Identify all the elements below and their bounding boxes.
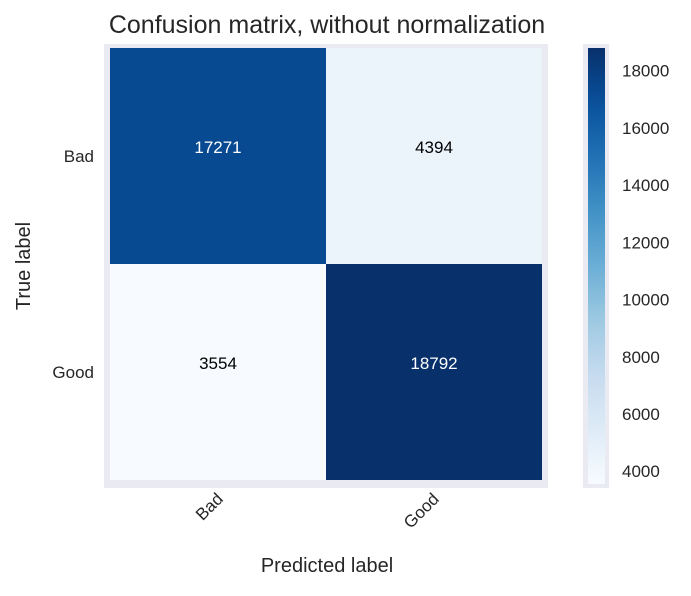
x-tick-label-bad: Bad [192, 489, 227, 524]
heatmap-cell-bad-bad [110, 48, 326, 264]
cell-value-label: 17271 [194, 138, 241, 157]
colorbar-tick-label: 10000 [622, 291, 669, 310]
y-tick-label-good: Good [52, 363, 94, 382]
heatmap-cell-good-bad [110, 264, 326, 480]
cell-value-label: 4394 [415, 138, 453, 157]
cell-value-label: 3554 [199, 354, 237, 373]
y-tick-label-bad: Bad [64, 147, 94, 166]
colorbar-tick-label: 6000 [622, 405, 660, 424]
colorbar [588, 48, 605, 484]
x-axis-label: Predicted label [261, 555, 393, 577]
heatmap-cell-bad-good [326, 48, 542, 264]
heatmap-cell-good-good [326, 264, 542, 480]
x-tick-labels: Bad Good [192, 489, 443, 532]
x-tick-label-good: Good [400, 489, 443, 532]
colorbar-tick-label: 18000 [622, 62, 669, 81]
colorbar-tick-label: 4000 [622, 462, 660, 481]
cell-value-labels: 17271 4394 3554 18792 [194, 138, 457, 373]
chart-title: Confusion matrix, without normalization [109, 11, 545, 39]
heatmap-cells [110, 48, 542, 480]
colorbar-tick-label: 8000 [622, 348, 660, 367]
colorbar-tick-labels: 4000 6000 8000 10000 12000 14000 16000 18000 [622, 62, 669, 482]
colorbar-tick-label: 12000 [622, 233, 669, 252]
colorbar-tick-label: 14000 [622, 176, 669, 195]
cell-value-label: 18792 [410, 354, 457, 373]
y-tick-labels: Bad Good [52, 147, 94, 382]
y-axis-label: True label [13, 222, 35, 310]
colorbar-tick-label: 16000 [622, 119, 669, 138]
